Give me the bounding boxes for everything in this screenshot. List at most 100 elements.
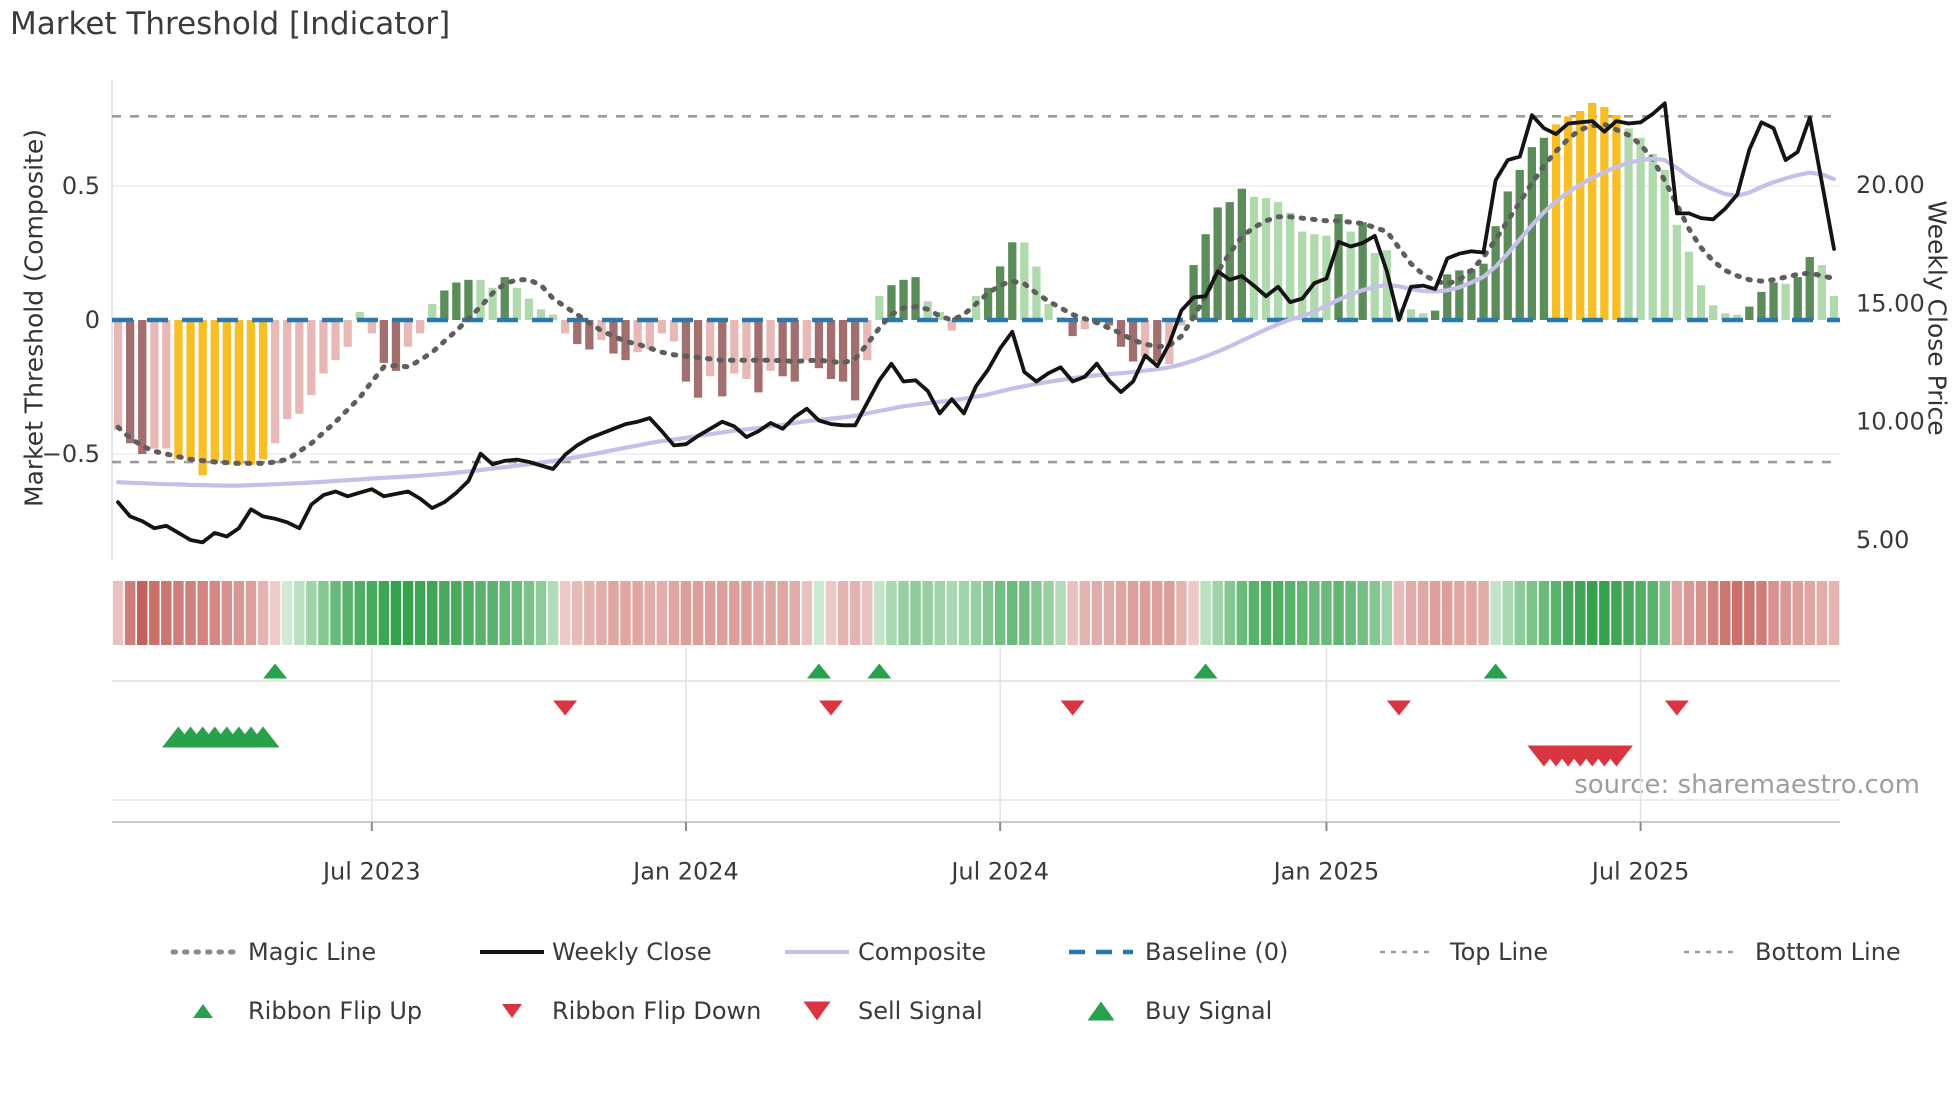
legend-sell-signal-icon: [803, 1001, 831, 1021]
ribbon-cell: [1007, 581, 1018, 645]
ribbon-flip-up-marker: [867, 663, 892, 679]
ribbon-cell: [475, 581, 486, 645]
threshold-bar: [681, 320, 691, 382]
ribbon-flip-down-marker: [1386, 700, 1411, 716]
threshold-bar: [355, 312, 364, 320]
ribbon-cell: [1381, 581, 1393, 645]
threshold-bar: [1116, 320, 1126, 347]
ribbon-cell: [801, 581, 813, 645]
ribbon-cell: [632, 581, 643, 645]
threshold-bar: [1443, 274, 1452, 320]
ribbon-cell: [1671, 581, 1683, 645]
threshold-bar: [826, 320, 836, 379]
threshold-bar: [428, 303, 437, 320]
threshold-bar: [1564, 116, 1573, 320]
threshold-bar: [1286, 212, 1295, 320]
threshold-bar: [1745, 306, 1754, 320]
threshold-bar: [488, 287, 497, 320]
ribbon-cell: [1260, 581, 1272, 645]
ribbon-cell: [898, 581, 909, 645]
ribbon-cell: [789, 581, 800, 645]
ribbon-cell: [1454, 581, 1465, 645]
threshold-bar: [283, 320, 292, 420]
source-credit: source: sharemaestro.com: [1574, 770, 1920, 800]
threshold-bar: [113, 320, 123, 430]
ribbon-flip-down-marker: [1060, 700, 1085, 716]
threshold-bar: [1709, 305, 1718, 320]
ribbon-cell: [862, 581, 873, 645]
ribbon-cell: [886, 581, 897, 645]
threshold-bar: [1829, 295, 1839, 320]
legend-ribbon-flip-up-icon: [193, 1004, 213, 1018]
threshold-bar: [1793, 277, 1802, 320]
ribbon-cell: [946, 581, 958, 645]
threshold-bar: [1527, 147, 1536, 320]
threshold-bar: [935, 312, 944, 320]
ribbon-cell: [1623, 581, 1634, 645]
ribbon-cell: [330, 581, 341, 645]
threshold-bar: [1044, 303, 1053, 320]
threshold-bar: [1261, 198, 1271, 320]
ribbon-cell: [1236, 581, 1248, 645]
ribbon-cell: [1635, 581, 1646, 645]
threshold-bar: [1431, 310, 1440, 320]
threshold-bar: [802, 320, 811, 361]
threshold-bar: [1660, 169, 1669, 320]
ribbon-cell: [620, 581, 631, 645]
threshold-bar: [198, 320, 207, 476]
threshold-bar: [138, 320, 147, 454]
ribbon-cell: [1297, 581, 1308, 645]
threshold-bar: [561, 320, 570, 334]
threshold-bar: [1334, 214, 1343, 320]
ribbon-cell: [1115, 581, 1127, 645]
ribbon-cell: [813, 581, 825, 645]
ribbon-cell: [1502, 581, 1513, 645]
ribbon-cell: [366, 581, 378, 645]
threshold-bar: [1201, 234, 1210, 320]
threshold-bar: [1636, 137, 1645, 320]
left-tick-label: −0.5: [42, 440, 100, 468]
threshold-bar: [319, 320, 328, 374]
threshold-bar: [742, 320, 751, 379]
ribbon-cell: [1284, 581, 1296, 645]
threshold-bar: [1491, 226, 1500, 320]
threshold-bar: [1455, 270, 1464, 320]
ribbon-cell: [294, 581, 305, 645]
ribbon-cell: [608, 581, 619, 645]
legend-label: Bottom Line: [1755, 938, 1901, 966]
ribbon-flip-down-marker: [553, 700, 578, 716]
ribbon-cell: [1309, 581, 1320, 645]
ribbon-cell: [934, 581, 945, 645]
ribbon-cell: [1647, 581, 1658, 645]
threshold-bar: [295, 320, 304, 414]
ribbon-cell: [439, 581, 450, 645]
threshold-bar: [464, 279, 473, 320]
ribbon-cell: [1079, 581, 1090, 645]
ribbon-cell: [402, 581, 414, 645]
ribbon-cell: [704, 581, 716, 645]
ribbon-cell: [523, 581, 535, 645]
threshold-bar: [1080, 320, 1089, 330]
ribbon-cell: [1164, 581, 1175, 645]
threshold-bar: [1104, 320, 1114, 326]
ribbon-cell: [1550, 581, 1562, 645]
ribbon-cell: [596, 581, 607, 645]
ribbon-cell: [1127, 581, 1139, 645]
threshold-bar: [971, 295, 981, 320]
threshold-bar: [1515, 169, 1524, 320]
ribbon-cell: [958, 581, 970, 645]
ribbon-cell: [572, 581, 583, 645]
ribbon-cell: [197, 581, 208, 645]
ribbon-cell: [221, 581, 233, 645]
threshold-bar: [210, 320, 219, 462]
ribbon-cell: [414, 581, 426, 645]
ribbon-cell: [282, 581, 293, 645]
legend-ribbon-flip-down-icon: [502, 1004, 522, 1018]
x-tick-label: Jan 2025: [1272, 858, 1380, 886]
ribbon-cell: [1659, 581, 1670, 645]
ribbon-cell: [825, 581, 837, 645]
ribbon-cell: [342, 581, 353, 645]
ribbon-cell: [1345, 581, 1356, 645]
threshold-bar: [536, 309, 546, 320]
ribbon-cell: [1683, 581, 1695, 645]
